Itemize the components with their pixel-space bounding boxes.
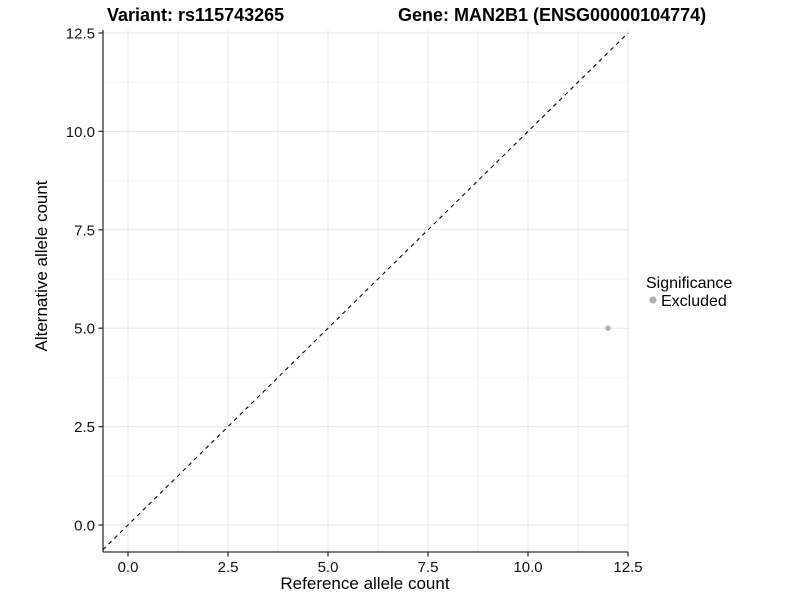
y-axis-title: Alternative allele count: [32, 180, 51, 351]
plot-title-gene: Gene: MAN2B1 (ENSG00000104774): [398, 5, 706, 25]
grid-layer: [103, 30, 629, 552]
x-tick-label: 7.5: [418, 559, 439, 576]
x-tick-label: 2.5: [218, 559, 239, 576]
x-tick-label: 0.0: [118, 559, 139, 576]
y-tick-label: 0.0: [74, 518, 95, 535]
axis-layer: 0.0 2.5 5.0 7.5 10.0 12.5 0.0 2.5 5.0 7.5 10.0 12.5: [66, 26, 643, 577]
identity-line: [102, 32, 629, 550]
mark-layer: [102, 32, 629, 550]
x-tick-label: 10.0: [513, 559, 542, 576]
y-tick-label: 12.5: [66, 26, 95, 43]
x-tick-label: 12.5: [613, 559, 642, 576]
x-tick-label: 5.0: [318, 559, 339, 576]
plot-title-variant: Variant: rs115743265: [107, 5, 284, 25]
y-tick-label: 10.0: [66, 124, 95, 141]
legend-title: Significance: [646, 275, 732, 292]
legend-marker-excluded-icon: [649, 296, 657, 304]
y-tick-label: 2.5: [74, 419, 95, 436]
legend: Significance Excluded: [646, 275, 732, 310]
legend-label-excluded: Excluded: [661, 293, 727, 310]
x-axis-title: Reference allele count: [280, 574, 449, 593]
y-tick-label: 7.5: [74, 222, 95, 239]
data-point: [605, 325, 611, 332]
y-tick-label: 5.0: [74, 321, 95, 338]
